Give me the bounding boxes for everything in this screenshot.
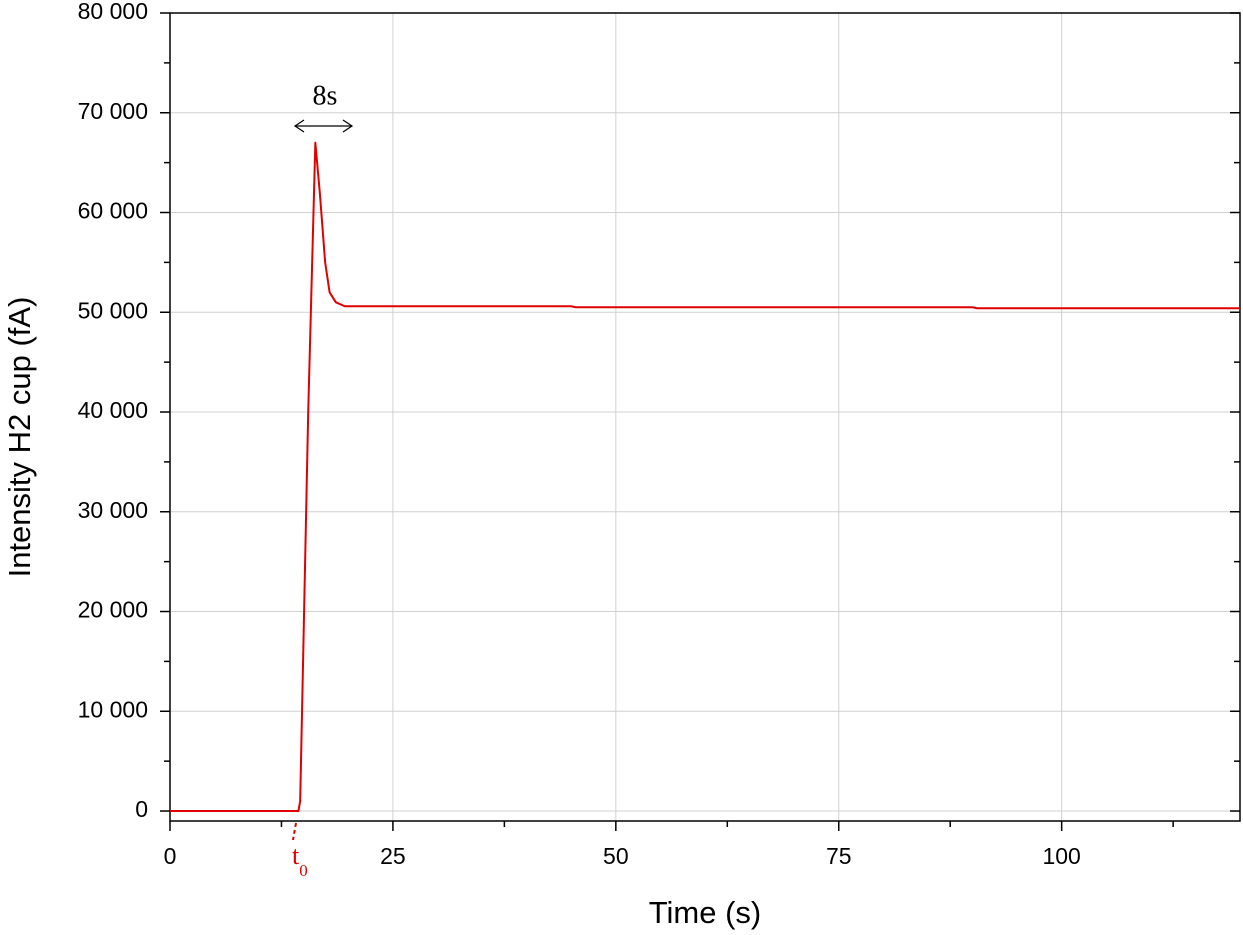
y-tick-label: 80 000: [78, 0, 148, 24]
t0-text: t: [292, 841, 300, 870]
t0-marker: [292, 822, 297, 841]
peak-width-arrow: [293, 119, 354, 133]
plot-frame: [169, 12, 1241, 822]
peak-width-label: 8s: [313, 80, 338, 111]
y-tick-label: 70 000: [78, 98, 148, 124]
x-tick-label: 25: [380, 843, 406, 869]
y-tick-label: 10 000: [78, 696, 148, 722]
y-tick-label: 0: [135, 796, 148, 822]
y-tick-label: 30 000: [78, 497, 148, 523]
y-tick-label: 60 000: [78, 198, 148, 224]
x-tick-label: 100: [1042, 843, 1080, 869]
y-tick-label: 50 000: [78, 297, 148, 323]
y-tick-label: 20 000: [78, 597, 148, 623]
y-tick-label: 40 000: [78, 397, 148, 423]
t0-label: t0: [292, 841, 308, 880]
y-axis-title: Intensity H2 cup (fA): [2, 297, 37, 578]
x-tick-label: 75: [826, 843, 852, 869]
x-tick-label: 50: [603, 843, 629, 869]
x-axis-title: Time (s): [649, 895, 762, 930]
t0-subscript: 0: [299, 861, 308, 880]
data-line: [170, 141, 1240, 813]
x-tick-label: 0: [164, 843, 177, 869]
grid: [169, 12, 1240, 821]
